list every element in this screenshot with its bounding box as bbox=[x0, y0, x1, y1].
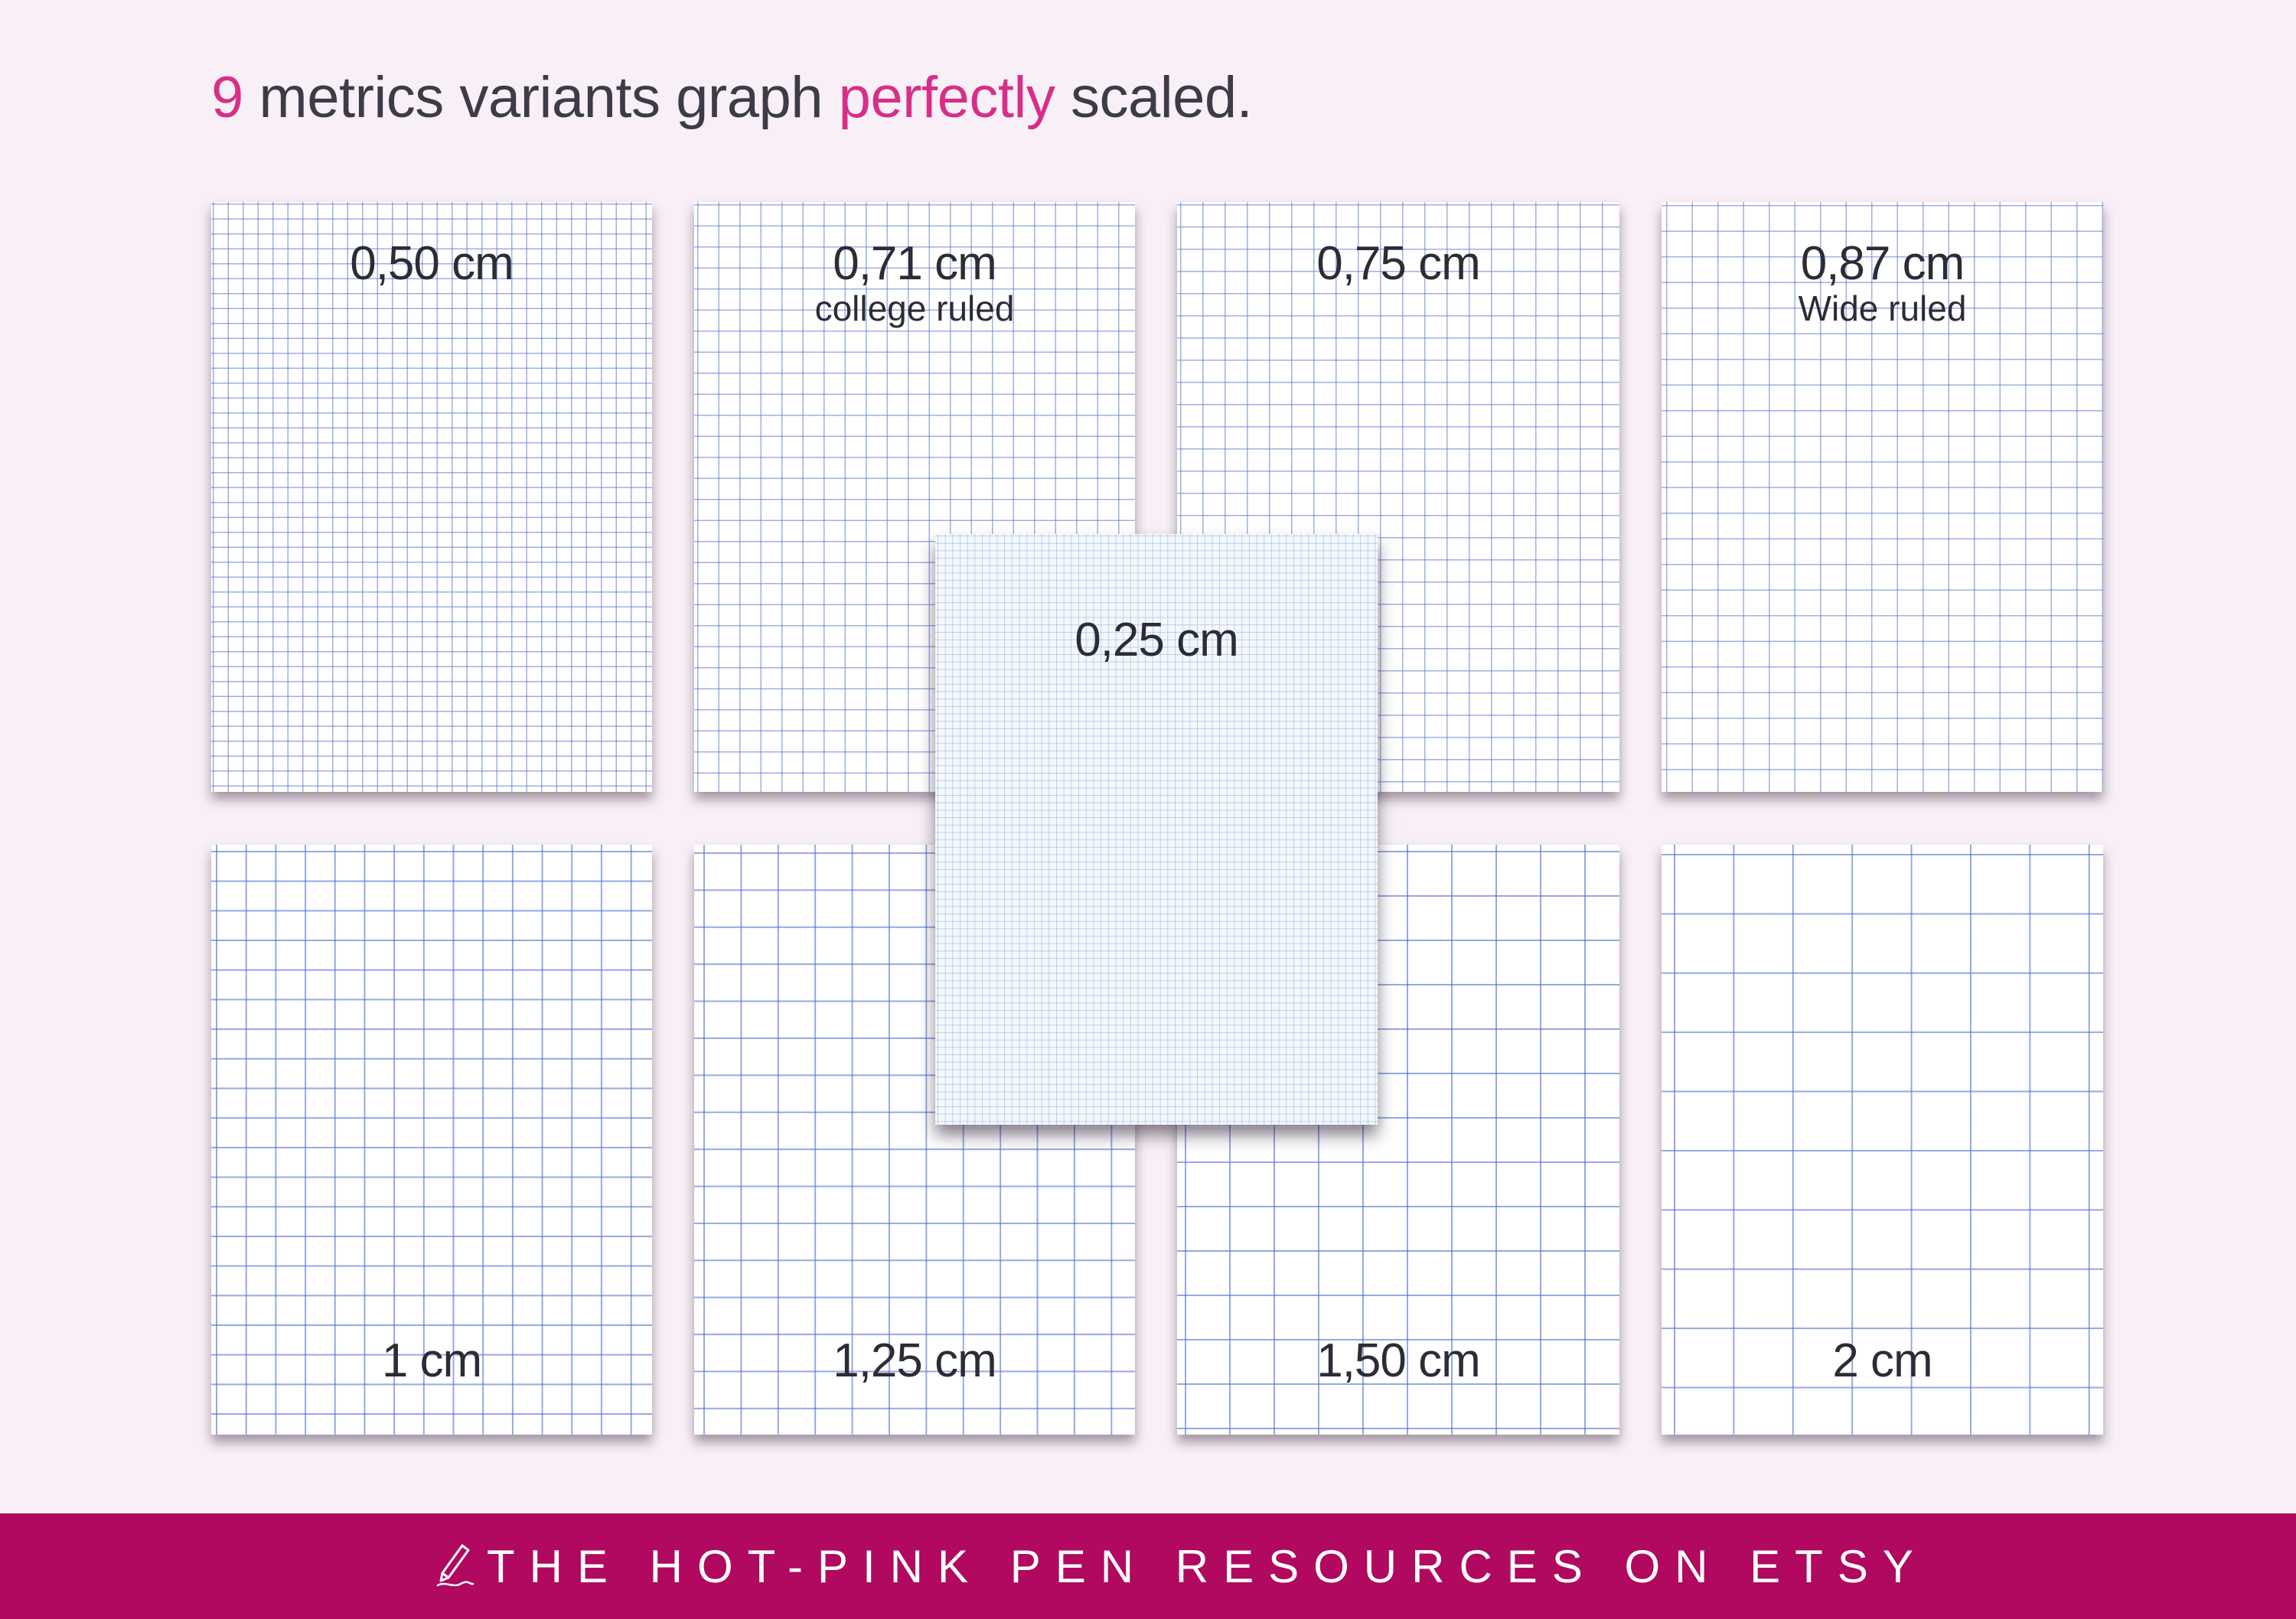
sheet-label-125: 1,25 cm bbox=[694, 1337, 1135, 1385]
sheet-label-071: 0,71 cm college ruled bbox=[694, 237, 1135, 328]
sheet-label-025: 0,25 cm bbox=[935, 617, 1378, 664]
footer-text: THE HOT-PINK PEN RESOURCES ON ETSY bbox=[487, 1540, 1928, 1592]
sheet-size-label: 0,25 cm bbox=[1075, 614, 1239, 666]
sheet-label-087: 0,87 cm Wide ruled bbox=[1662, 237, 2103, 328]
sheet-size-label: 1,50 cm bbox=[1316, 1334, 1481, 1387]
graph-sheet-025 bbox=[935, 534, 1378, 1125]
headline-highlight: perfectly bbox=[838, 65, 1055, 130]
sheet-size-label: 0,87 cm bbox=[1800, 237, 1965, 290]
footer-banner: THE HOT-PINK PEN RESOURCES ON ETSY bbox=[0, 1513, 2296, 1619]
graph-sheet-087 bbox=[1662, 202, 2103, 792]
graph-sheet-071 bbox=[694, 202, 1135, 792]
sheet-size-label: 1 cm bbox=[381, 1334, 482, 1387]
sheet-sub-label: Wide ruled bbox=[1798, 288, 1967, 328]
sheet-label-200: 2 cm bbox=[1662, 1337, 2103, 1385]
footer-content: THE HOT-PINK PEN RESOURCES ON ETSY bbox=[435, 1513, 1928, 1619]
pen-icon bbox=[436, 1544, 475, 1587]
sheet-size-label: 0,50 cm bbox=[350, 237, 514, 290]
graph-sheet-050 bbox=[211, 202, 652, 792]
graph-sheet-100 bbox=[211, 845, 652, 1435]
headline-number: 9 bbox=[211, 65, 243, 130]
headline-text: metrics variants graph bbox=[243, 65, 839, 130]
sheet-label-075: 0,75 cm bbox=[1177, 240, 1619, 288]
sheet-label-050: 0,50 cm bbox=[211, 240, 652, 288]
headline-text-end: scaled. bbox=[1055, 65, 1253, 130]
sheet-size-label: 0,71 cm bbox=[833, 237, 997, 290]
sheet-label-150: 1,50 cm bbox=[1177, 1337, 1619, 1385]
sheet-sub-label: college ruled bbox=[814, 288, 1015, 328]
sheet-size-label: 0,75 cm bbox=[1316, 237, 1481, 290]
sheet-label-100: 1 cm bbox=[211, 1337, 652, 1385]
graph-sheet-200 bbox=[1662, 845, 2103, 1435]
sheet-size-label: 1,25 cm bbox=[833, 1334, 997, 1387]
sheet-size-label: 2 cm bbox=[1832, 1334, 1932, 1387]
headline: 9 metrics variants graph perfectly scale… bbox=[211, 64, 1253, 131]
